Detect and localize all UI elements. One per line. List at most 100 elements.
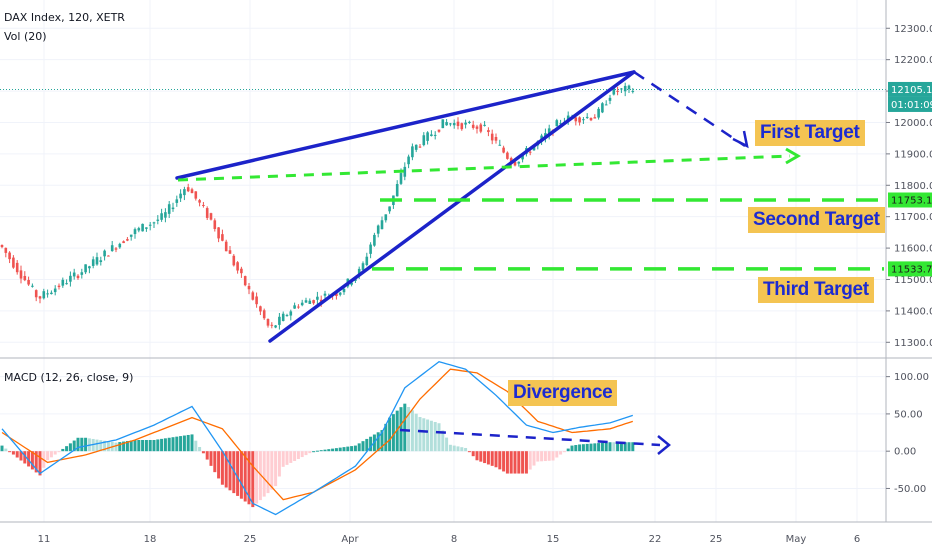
candle-body	[65, 283, 68, 285]
candle-body	[84, 264, 87, 273]
histogram-bar	[524, 451, 528, 474]
candle-body	[167, 204, 171, 214]
histogram-bar	[578, 444, 582, 452]
histogram-bar	[46, 451, 50, 461]
histogram-bar	[304, 451, 308, 456]
histogram-bar	[255, 451, 259, 504]
candle-body	[623, 85, 627, 92]
histogram-bar	[566, 448, 570, 452]
candle-body	[399, 173, 403, 184]
candle-body	[107, 255, 110, 257]
time-tick-label: Apr	[341, 534, 359, 545]
candle-body	[0, 244, 4, 248]
histogram-bar	[350, 446, 354, 452]
histogram-bar	[220, 451, 224, 485]
histogram-bar	[312, 451, 316, 453]
histogram-bar	[277, 451, 281, 477]
candle-body	[616, 90, 619, 92]
time-tick-label: 18	[144, 534, 157, 545]
symbol-title[interactable]: DAX Index, 120, XETR	[4, 11, 125, 24]
candle-body	[631, 90, 635, 92]
histogram-bar	[84, 437, 88, 452]
first-target-line	[177, 154, 791, 182]
candle-body	[422, 135, 426, 146]
second-target-label[interactable]: Second Target	[748, 207, 885, 233]
histogram-bar	[562, 451, 566, 453]
price-tick-label: 11600.00	[894, 244, 932, 255]
candle-body	[46, 293, 49, 295]
candle-body	[114, 248, 118, 250]
histogram-bar	[38, 451, 42, 476]
candle-body	[278, 316, 281, 325]
macd-indicator-title[interactable]: MACD (12, 26, close, 9)	[4, 371, 134, 384]
candle-body	[293, 305, 296, 309]
price-tick-label: 11300.00	[894, 338, 932, 349]
candle-body	[403, 166, 407, 177]
histogram-bar	[540, 451, 544, 462]
candle-body	[494, 136, 498, 141]
divergence-arrow	[399, 428, 661, 447]
histogram-bar	[395, 410, 399, 452]
histogram-bar	[201, 451, 205, 454]
time-tick-label: 15	[547, 534, 560, 545]
candle-body	[243, 276, 247, 286]
candle-body	[433, 134, 437, 136]
histogram-bar	[239, 451, 243, 499]
histogram-bar	[365, 438, 369, 452]
trend-drawings	[0, 70, 886, 455]
candle-body	[547, 128, 551, 136]
histogram-bar	[441, 430, 445, 452]
histogram-bar	[0, 445, 4, 452]
candle-body	[376, 225, 380, 234]
histogram-bar	[163, 438, 167, 452]
candle-body	[411, 146, 414, 158]
candle-body	[441, 119, 445, 129]
third-target-label[interactable]: Third Target	[758, 277, 874, 303]
histogram-bar	[384, 423, 388, 452]
candle-body	[76, 275, 80, 279]
histogram-bar	[95, 439, 99, 452]
histogram-bar	[536, 451, 540, 462]
volume-indicator-title[interactable]: Vol (20)	[4, 30, 47, 43]
histogram-bar	[156, 439, 160, 452]
histogram-bar	[479, 451, 483, 462]
candle-body	[479, 124, 483, 132]
candle-body	[80, 272, 84, 275]
price-tick-label: 11500.00	[894, 275, 932, 286]
candle-body	[369, 244, 372, 254]
histogram-bar	[597, 443, 601, 452]
candle-body	[612, 86, 616, 95]
histogram-bar	[57, 451, 61, 453]
price-tags: 12105.14 01:01:09 11753.15 11533.76	[888, 81, 932, 277]
candle-body	[452, 123, 456, 126]
histogram-bar	[532, 451, 536, 466]
histogram-bar	[179, 436, 183, 452]
candle-body	[91, 259, 95, 266]
candle-body	[202, 204, 205, 206]
histogram-bar	[23, 451, 27, 464]
candle-body	[255, 296, 258, 305]
candle-body	[350, 282, 353, 285]
divergence-label[interactable]: Divergence	[508, 380, 618, 406]
candle-body	[468, 121, 471, 124]
candle-body	[471, 124, 475, 128]
time-axis[interactable]: 11 18 25 Apr 8 15 22 25 May 6	[38, 534, 861, 545]
candle-body	[61, 279, 65, 286]
first-target-label[interactable]: First Target	[755, 120, 865, 146]
histogram-bar	[293, 451, 297, 461]
price-tick-label: 11800.00	[894, 181, 932, 192]
candle-body	[456, 121, 460, 126]
candle-body	[559, 123, 562, 125]
histogram-bar	[80, 437, 84, 452]
candle-body	[118, 243, 122, 248]
candle-body	[57, 285, 61, 288]
histogram-bar	[118, 442, 122, 452]
macd-axis[interactable]: 100.00 50.00 0.00 -50.00	[886, 372, 929, 495]
candle-body	[285, 315, 289, 317]
histogram-bar	[243, 451, 247, 502]
candle-body	[50, 292, 53, 295]
histogram-bar	[589, 443, 593, 452]
candle-body	[12, 257, 15, 268]
histogram-bar	[247, 451, 251, 505]
